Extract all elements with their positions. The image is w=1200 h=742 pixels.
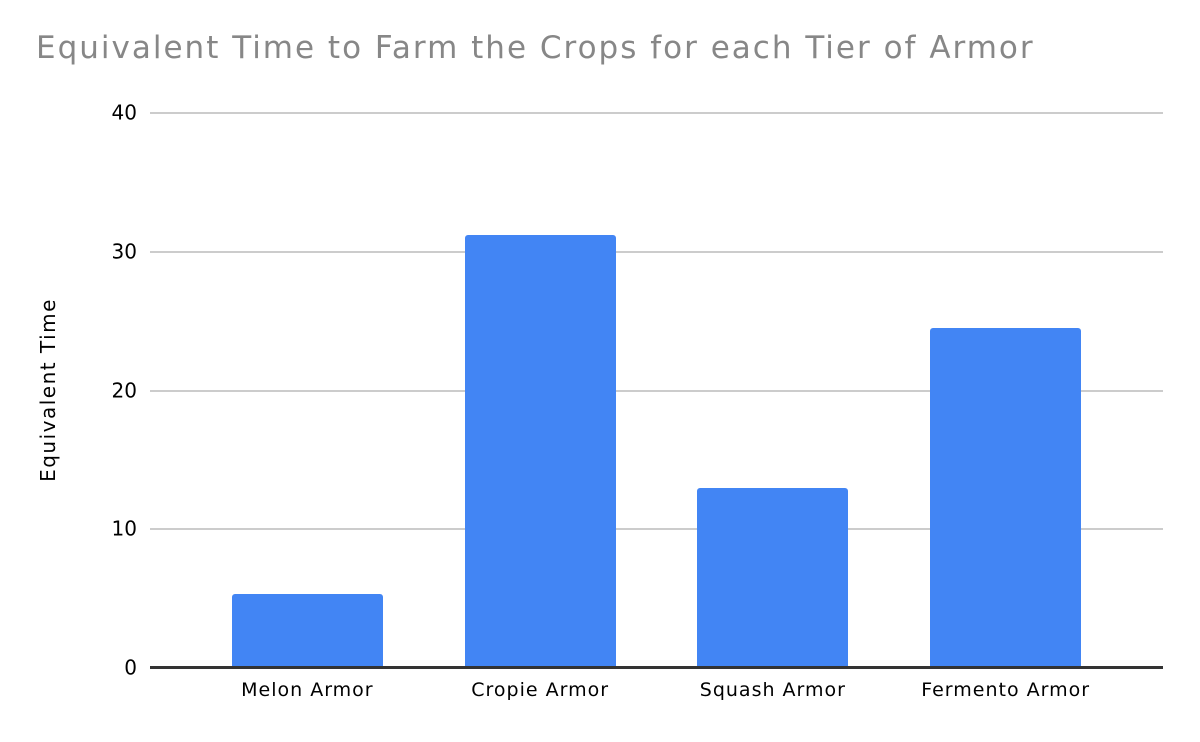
- bar-melon-armor: [231, 594, 383, 668]
- plot-area: [150, 112, 1163, 669]
- x-axis-category-labels: Melon Armor Cropie Armor Squash Armor Ferme…: [150, 679, 1163, 705]
- y-tick-label-40: 40: [111, 100, 137, 125]
- y-tick-label-0: 0: [124, 655, 137, 680]
- gridline-40: [150, 112, 1163, 114]
- y-tick-label-30: 30: [111, 239, 137, 264]
- gridline-20: [150, 389, 1163, 392]
- gridline-30: [150, 250, 1163, 253]
- x-label-squash-armor: Squash Armor: [699, 679, 846, 701]
- x-label-fermento-armor: Fermento Armor: [921, 679, 1091, 701]
- y-tick-label-10: 10: [111, 516, 137, 541]
- chart-title: Equivalent Time to Farm the Crops for ea…: [36, 30, 1035, 66]
- y-tick-label-20: 20: [111, 378, 137, 403]
- y-axis-tick-labels: 0 10 20 30 40: [0, 101, 137, 680]
- bar-squash-armor: [697, 487, 849, 668]
- gridline-10: [150, 528, 1163, 531]
- x-label-cropie-armor: Cropie Armor: [471, 679, 610, 701]
- bar-fermento-armor: [930, 328, 1082, 668]
- x-label-melon-armor: Melon Armor: [241, 679, 374, 701]
- bar-cropie-armor: [464, 235, 616, 668]
- x-axis-line: [150, 666, 1163, 669]
